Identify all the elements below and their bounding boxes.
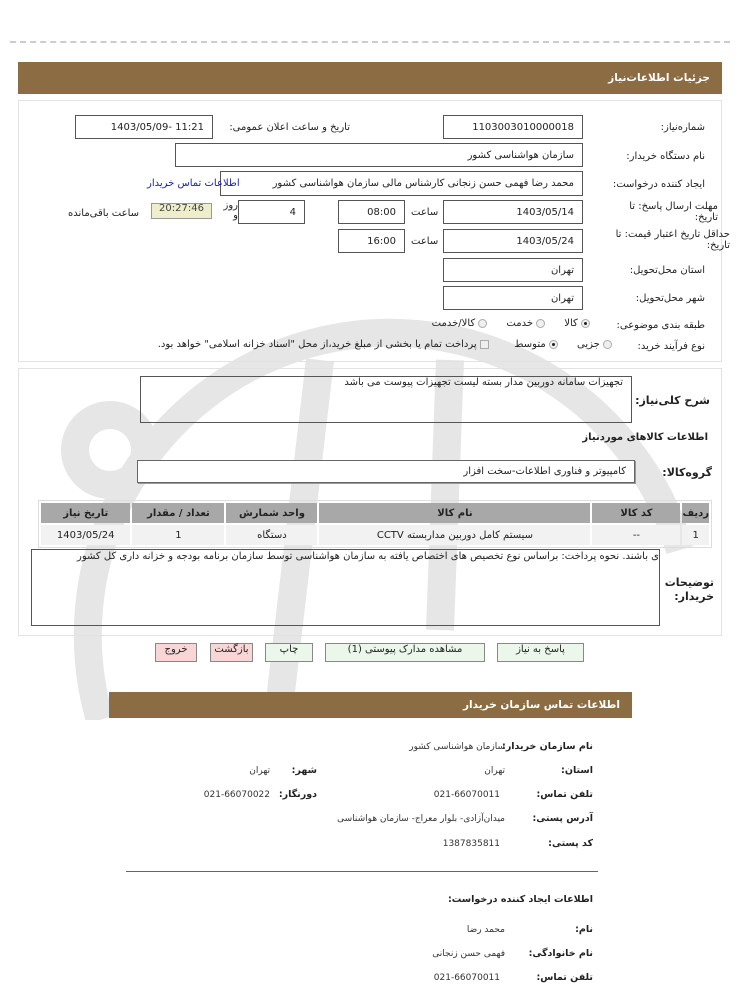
- city-contact-label: شهر:: [291, 765, 317, 776]
- creator-phone-value: 021-66070011: [433, 973, 500, 983]
- cell-code: --: [592, 525, 681, 545]
- reply-button[interactable]: پاسخ به نیاز: [497, 643, 584, 662]
- buyer-label: نام دستگاه خریدار:: [626, 151, 705, 162]
- desc-field: تجهیزات سامانه دوربین مدار بسته لیست تجه…: [140, 376, 632, 423]
- org-label: نام سازمان خریدار:: [502, 741, 593, 752]
- goods-table: ردیف کد کالا نام کالا واحد شمارش تعداد /…: [39, 501, 711, 547]
- last-name-value: فهمی حسن زنجانی: [432, 949, 505, 959]
- col-code: کد کالا: [592, 503, 681, 523]
- creator-field: محمد رضا فهمی حسن زنجانی کارشناس مالی سا…: [220, 171, 583, 196]
- city-contact-value: تهران: [249, 766, 270, 776]
- buyer-contact-link[interactable]: اطلاعات تماس خریدار: [147, 178, 240, 189]
- treasury-checkbox[interactable]: پرداخت تمام یا بخشی از مبلغ خرید،از محل …: [158, 339, 489, 350]
- remaining-label: ساعت باقی‌مانده: [68, 208, 140, 219]
- attachments-button[interactable]: مشاهده مدارک پیوستی (1): [325, 643, 485, 662]
- goods-panel: [18, 368, 722, 636]
- cell-unit: دستگاه: [226, 525, 318, 545]
- deadline-time-field: 08:00: [338, 200, 405, 224]
- col-name: نام کالا: [319, 503, 591, 523]
- need-number-field: 1103003010000018: [443, 115, 583, 139]
- col-qty: تعداد / مقدار: [132, 503, 225, 523]
- province-label: استان محل‌تحویل:: [629, 265, 705, 276]
- group-field: کامپیوتر و فناوری اطلاعات-سخت افزار: [137, 460, 635, 483]
- back-button[interactable]: بازگشت: [210, 643, 253, 662]
- need-number-label: شماره‌نیاز:: [660, 122, 705, 133]
- first-name-label: نام:: [575, 924, 593, 935]
- countdown-timer: 20:27:46: [151, 203, 212, 219]
- creator-label: ایجاد کننده درخواست:: [612, 179, 705, 190]
- cell-row: 1: [682, 525, 709, 545]
- radio-service[interactable]: خدمت: [506, 318, 546, 329]
- contact-section-title: اطلاعات تماس سازمان خریدار: [109, 692, 632, 718]
- notes-text: ی باشند. نحوه پرداخت: براساس نوع تخصیص ه…: [77, 551, 659, 562]
- cell-date: 1403/05/24: [41, 525, 131, 545]
- radio-medium[interactable]: متوسط: [514, 339, 558, 350]
- deadline-time-label: ساعت: [411, 207, 439, 218]
- province-contact-value: تهران: [484, 766, 505, 776]
- radio-goods-service[interactable]: کالا/خدمت: [432, 318, 488, 329]
- col-row: ردیف: [682, 503, 709, 523]
- validity-time-label: ساعت: [411, 236, 439, 247]
- last-name-label: نام خانوادگی:: [528, 948, 593, 959]
- deadline-label: مهلت ارسال پاسخ: تا تاریخ:: [629, 201, 718, 223]
- exit-button[interactable]: خروج: [155, 643, 197, 662]
- radio-minor[interactable]: جزیی: [577, 339, 612, 350]
- creator-phone-label: تلفن تماس:: [536, 972, 593, 983]
- deadline-date-field: 1403/05/14: [443, 200, 583, 224]
- col-unit: واحد شمارش: [226, 503, 318, 523]
- desc-label: شرح کلی‌نیاز:: [635, 394, 710, 407]
- top-divider: [10, 41, 730, 43]
- contact-divider: [126, 871, 598, 872]
- validity-date-field: 1403/05/24: [443, 229, 583, 253]
- cell-qty: 1: [132, 525, 225, 545]
- announce-label: تاریخ و ساعت اعلان عمومی:: [229, 122, 350, 133]
- city-field: تهران: [443, 286, 583, 310]
- days-label: روز و: [223, 200, 239, 221]
- first-name-value: محمد رضا: [466, 925, 505, 935]
- category-radio-group: کالا خدمت کالا/خدمت: [432, 318, 590, 329]
- city-label: شهر محل‌تحویل:: [635, 293, 705, 304]
- cell-name: سیستم کامل دوربین مداربسته CCTV: [319, 525, 591, 545]
- buyer-field: سازمان هواشناسی کشور: [175, 143, 583, 167]
- need-details-panel: [18, 100, 722, 362]
- fax-label: دورنگار:: [278, 789, 317, 800]
- process-label: نوع فرآیند خرید:: [637, 341, 706, 352]
- goods-table-wrap: ردیف کد کالا نام کالا واحد شمارش تعداد /…: [38, 500, 712, 548]
- address-label: آدرس پستی:: [532, 813, 593, 824]
- province-field: تهران: [443, 258, 583, 282]
- phone-label: تلفن تماس:: [536, 789, 593, 800]
- radio-goods[interactable]: کالا: [564, 318, 590, 329]
- phone-value: 021-66070011: [433, 790, 500, 800]
- notes-label: توضیحات خریدار:: [664, 576, 714, 603]
- postal-value: 1387835811: [442, 839, 500, 849]
- table-row: 1 -- سیستم کامل دوربین مداربسته CCTV دست…: [41, 525, 709, 545]
- notes-field: ی باشند. نحوه پرداخت: براساس نوع تخصیص ه…: [31, 549, 660, 626]
- address-value: میدان‌آزادی- بلوار معراج- سازمان هواشناس…: [337, 814, 505, 824]
- category-label: طبقه بندی موضوعی:: [616, 320, 705, 331]
- creator-info-title: اطلاعات ایجاد کننده درخواست:: [447, 894, 593, 905]
- process-radio-group: جزیی متوسط پرداخت تمام یا بخشی از مبلغ خ…: [158, 339, 612, 350]
- goods-section-title: اطلاعات کالاهای موردنیاز: [582, 432, 708, 443]
- province-contact-label: استان:: [561, 765, 593, 776]
- org-value: سازمان هواشناسی کشور: [409, 742, 505, 752]
- announce-field: 1403/05/09- 11:21: [75, 115, 213, 139]
- group-label: گروه‌کالا:: [662, 466, 712, 479]
- validity-label: حداقل تاریخ اعتبار قیمت: تا تاریخ:: [615, 229, 730, 251]
- days-field: 4: [238, 200, 305, 224]
- postal-label: کد پستی:: [548, 838, 593, 849]
- validity-time-field: 16:00: [338, 229, 405, 253]
- col-date: تاریخ نیاز: [41, 503, 131, 523]
- page-title: جزئیات اطلاعات‌نیاز: [18, 62, 722, 94]
- fax-value: 021-66070022: [203, 790, 270, 800]
- print-button[interactable]: چاپ: [265, 643, 313, 662]
